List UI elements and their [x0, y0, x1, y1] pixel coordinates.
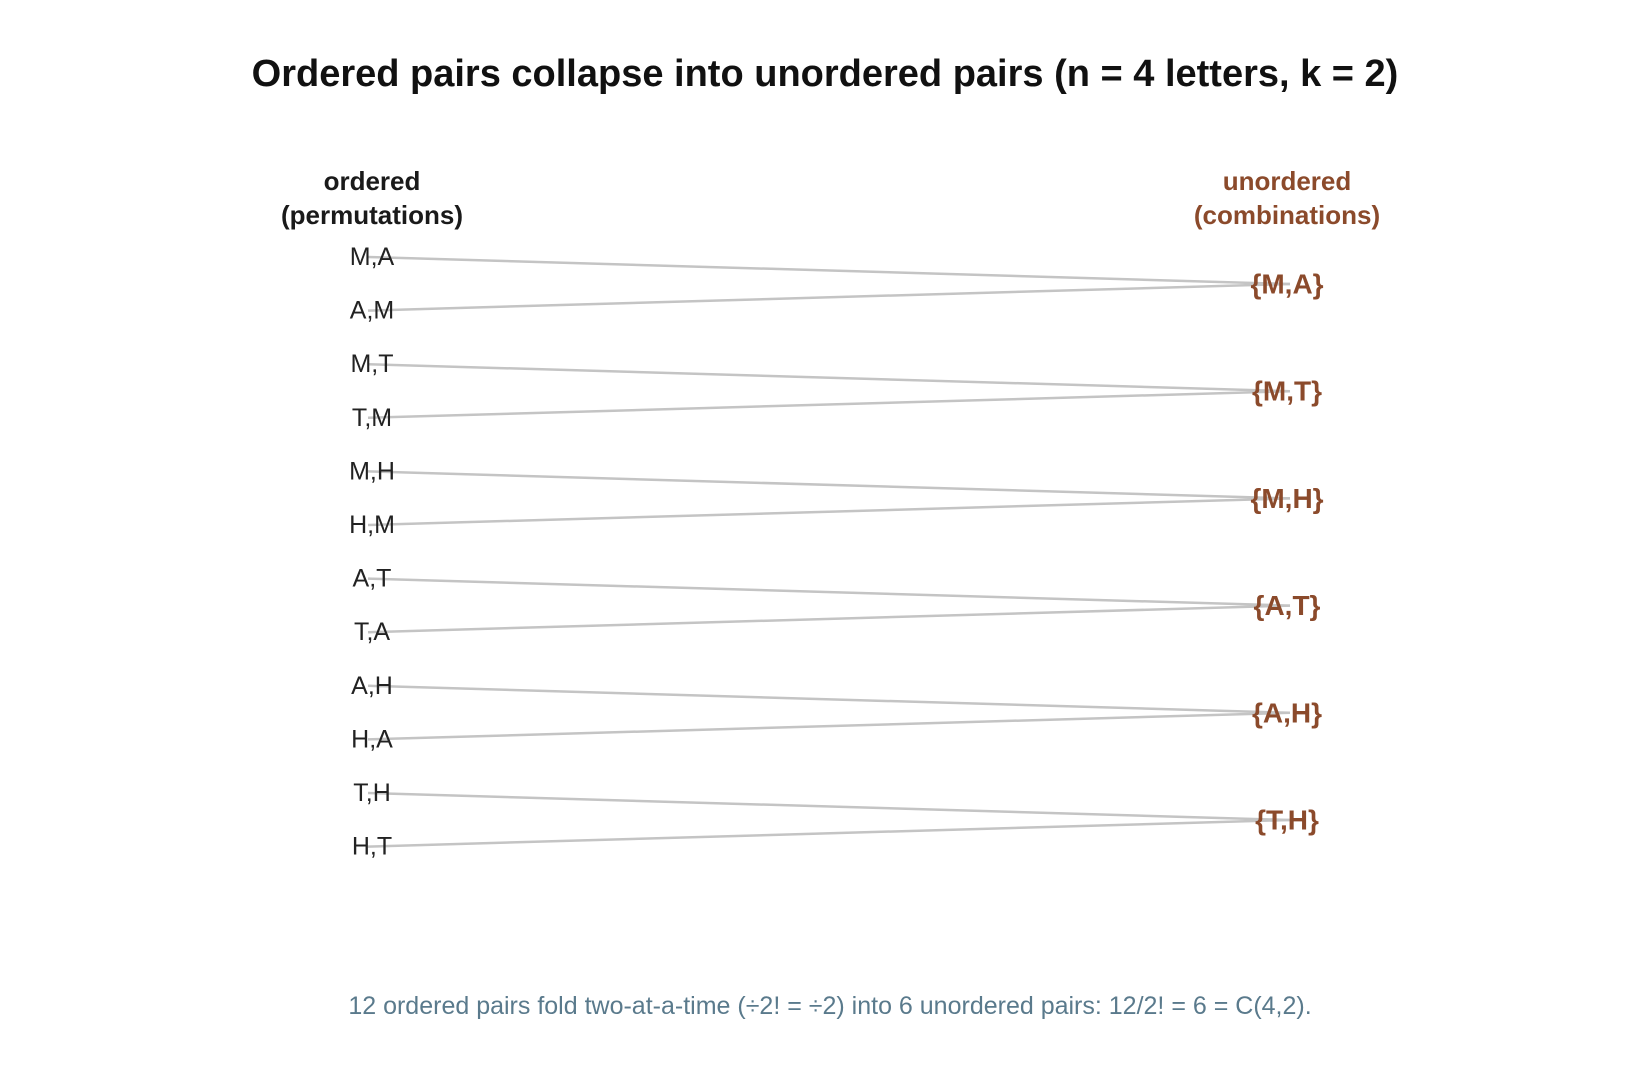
ordered-pair-list: M,A A,M M,T T,M M,H H,M A,T T,A A,H H,A T,H H,T — [349, 243, 395, 861]
ordered-pair-label: A,M — [350, 297, 394, 325]
diagram-title: Ordered pairs collapse into unordered pa… — [252, 53, 1399, 95]
ordered-pair-label: H,M — [349, 511, 395, 539]
ordered-pair-label: M,T — [350, 350, 393, 378]
connector-line — [367, 255, 1291, 286]
unordered-pair-list: {M,A} {M,T} {M,H} {A,T} {A,H} {T,H} — [1250, 269, 1323, 836]
ordered-pair-label: M,H — [349, 457, 395, 485]
unordered-header-line2: (combinations) — [1194, 200, 1380, 230]
ordered-pair-label: H,A — [351, 725, 393, 753]
unordered-pair-label: {T,H} — [1255, 805, 1319, 836]
connector-line — [367, 791, 1291, 822]
connector-line — [367, 684, 1291, 715]
unordered-pair-label: {M,A} — [1250, 269, 1323, 300]
ordered-pair-label: H,T — [352, 833, 392, 861]
ordered-pair-label: A,H — [351, 672, 393, 700]
ordered-pair-label: T,H — [353, 779, 391, 807]
connector-lines — [367, 255, 1291, 848]
connector-line — [367, 497, 1291, 527]
ordered-pair-label: A,T — [353, 565, 392, 593]
caption: 12 ordered pairs fold two-at-a-time (÷2!… — [348, 992, 1311, 1020]
connector-line — [367, 362, 1291, 393]
connector-line — [367, 470, 1291, 500]
unordered-pair-label: {A,T} — [1254, 590, 1321, 621]
unordered-pair-label: {M,H} — [1250, 483, 1323, 514]
ordered-pair-label: T,A — [354, 618, 390, 646]
connector-line — [367, 711, 1291, 741]
ordered-header-line1: ordered — [324, 166, 421, 196]
connector-line — [367, 282, 1291, 312]
connector-line — [367, 604, 1291, 634]
ordered-header-line2: (permutations) — [281, 200, 463, 230]
unordered-pair-label: {A,H} — [1252, 697, 1322, 728]
connector-line — [367, 818, 1291, 848]
ordered-pair-label: M,A — [350, 243, 395, 271]
unordered-header-line1: unordered — [1223, 166, 1352, 196]
connector-line — [367, 577, 1291, 607]
connector-line — [367, 389, 1291, 420]
ordered-pair-label: T,M — [352, 404, 392, 432]
unordered-pair-label: {M,T} — [1252, 376, 1322, 407]
